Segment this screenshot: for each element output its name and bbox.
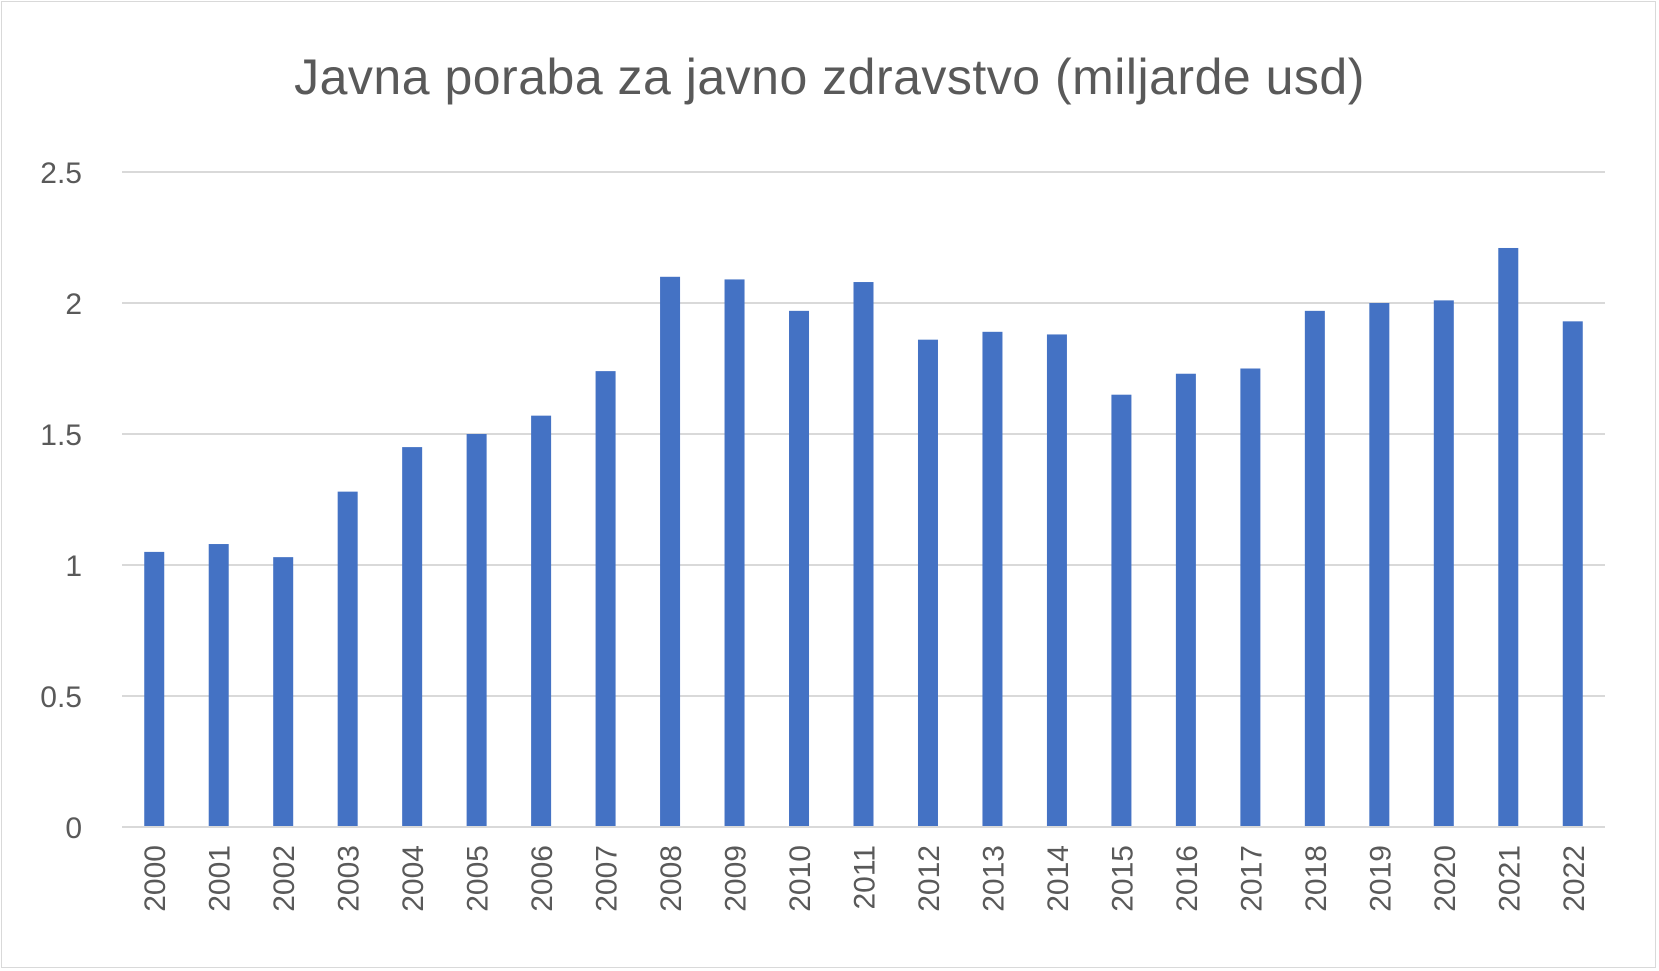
chart-title: Javna poraba za javno zdravstvo (miljard… bbox=[294, 49, 1365, 105]
bars bbox=[144, 247, 1583, 828]
x-tick-label: 2017 bbox=[1235, 845, 1268, 912]
bar-2003 bbox=[337, 491, 358, 827]
y-tick-label: 0.5 bbox=[40, 681, 82, 714]
bar-2007 bbox=[595, 371, 616, 827]
x-tick-label: 2022 bbox=[1558, 845, 1591, 912]
x-tick-label: 2008 bbox=[655, 845, 688, 912]
x-tick-label: 2011 bbox=[849, 845, 882, 910]
bar-2002 bbox=[273, 557, 294, 827]
x-tick-label: 2020 bbox=[1429, 845, 1462, 912]
bar-2022 bbox=[1562, 321, 1583, 827]
x-axis-ticks: 2000 2001 2002 2003 2004 2005 2006 2007 2008 2009… bbox=[139, 845, 1591, 912]
bar-2006 bbox=[531, 415, 552, 827]
bar-2019 bbox=[1369, 303, 1390, 827]
x-tick-label: 2000 bbox=[139, 845, 172, 912]
bar-2014 bbox=[1046, 334, 1067, 827]
x-tick-label: 2019 bbox=[1364, 845, 1397, 912]
bar-2013 bbox=[982, 331, 1003, 827]
bar-2011 bbox=[853, 282, 874, 827]
x-tick-label: 2016 bbox=[1171, 845, 1204, 912]
y-tick-label: 2.5 bbox=[40, 157, 82, 190]
x-tick-label: 2003 bbox=[333, 845, 366, 912]
bar-2005 bbox=[466, 434, 487, 827]
bar-2021 bbox=[1498, 247, 1519, 828]
y-tick-label: 0 bbox=[65, 812, 82, 845]
x-tick-label: 2015 bbox=[1106, 845, 1139, 912]
x-tick-label: 2004 bbox=[397, 845, 430, 912]
x-tick-label: 2010 bbox=[784, 845, 817, 912]
bar-2016 bbox=[1175, 373, 1196, 827]
bar-2009 bbox=[724, 279, 745, 827]
y-tick-label: 1 bbox=[65, 550, 82, 583]
bar-2004 bbox=[402, 447, 423, 827]
x-tick-label: 2012 bbox=[913, 845, 946, 912]
y-tick-label: 1.5 bbox=[40, 419, 82, 452]
x-tick-label: 2006 bbox=[526, 845, 559, 912]
bar-2018 bbox=[1304, 310, 1325, 827]
x-tick-label: 2018 bbox=[1300, 845, 1333, 912]
x-tick-label: 2014 bbox=[1042, 845, 1075, 912]
bar-2008 bbox=[660, 276, 681, 827]
bar-2020 bbox=[1433, 300, 1454, 827]
x-tick-label: 2001 bbox=[204, 845, 237, 912]
bar-2001 bbox=[208, 544, 229, 827]
y-tick-label: 2 bbox=[65, 288, 82, 321]
y-axis-ticks: 0 0.5 1 1.5 2 2.5 bbox=[40, 157, 82, 845]
bar-2012 bbox=[917, 339, 938, 827]
bar-2017 bbox=[1240, 368, 1261, 827]
bar-2010 bbox=[789, 310, 810, 827]
x-tick-label: 2009 bbox=[720, 845, 753, 912]
x-tick-label: 2021 bbox=[1493, 845, 1526, 912]
x-tick-label: 2002 bbox=[268, 845, 301, 912]
bar-2015 bbox=[1111, 394, 1132, 827]
x-tick-label: 2005 bbox=[462, 845, 495, 912]
x-tick-label: 2013 bbox=[977, 845, 1010, 912]
x-tick-label: 2007 bbox=[591, 845, 624, 912]
bar-2000 bbox=[144, 551, 165, 827]
